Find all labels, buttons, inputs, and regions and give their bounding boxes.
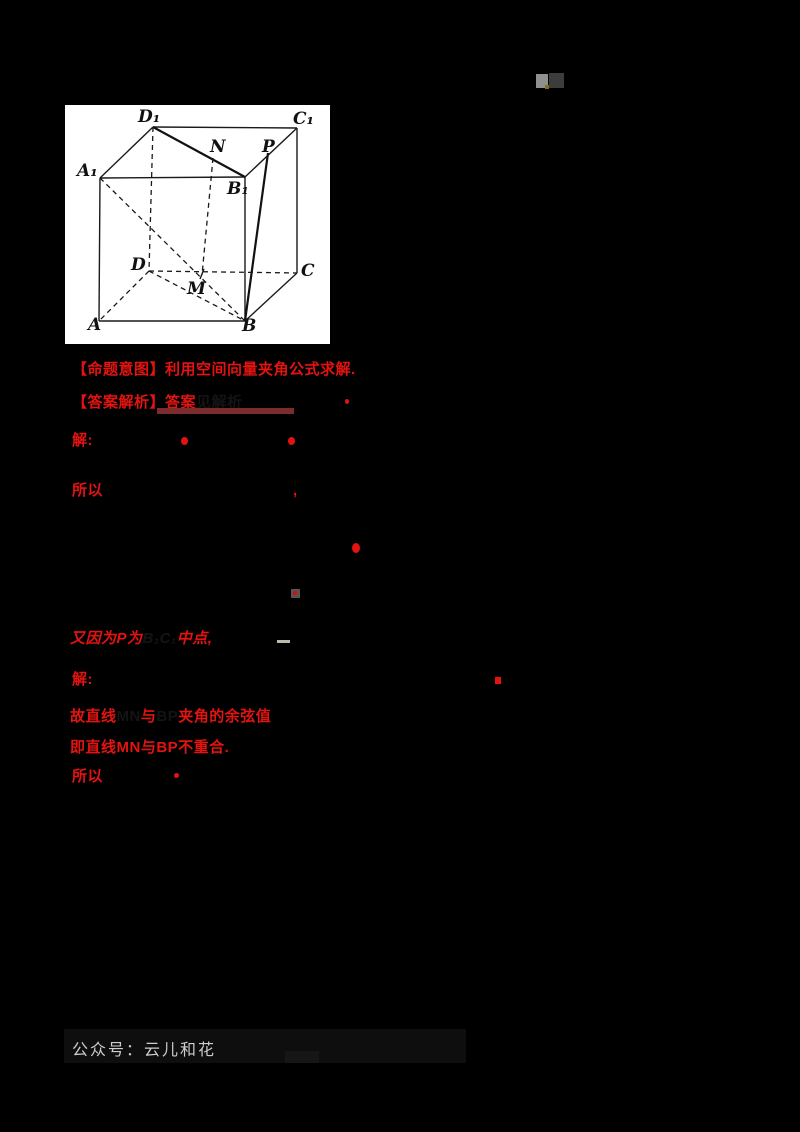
gray-red-mark (291, 589, 300, 598)
vertex-label-b: B (242, 316, 257, 336)
intent-text: 利用空间向量夹角公式求解. (165, 361, 356, 378)
footer-patch (285, 1051, 319, 1063)
midpoint-line: 又因为P为B₁C₁中点, (70, 630, 212, 648)
red-dot-mark (345, 399, 349, 404)
point-label-m: M (187, 279, 206, 299)
vertex-label-c: C (301, 261, 315, 281)
answer-line: 【答案解析】答案见解析 (72, 394, 243, 412)
solution3-prefix: 解: (72, 671, 93, 688)
cos-seg2: 与 (140, 708, 157, 725)
point-m-tick (199, 268, 205, 280)
vertex-label-d1: D₁ (138, 107, 161, 127)
point-label-n: N (210, 137, 226, 157)
solution-step-3: 解: (72, 671, 93, 689)
geometry-figure: D₁ C₁ A₁ B₁ N P D C M A B (65, 105, 330, 344)
midpoint-hidden: B₁C₁ (142, 630, 177, 647)
red-dot-mark (181, 437, 188, 445)
point-label-p: P (262, 137, 275, 157)
solution-step-1: 解: (72, 432, 93, 450)
intent-tag: 【命题意图】 (72, 361, 166, 378)
vertex-label-a1: A₁ (77, 161, 98, 181)
cos-hidden1: MN (116, 708, 141, 725)
vertex-label-d: D (131, 255, 146, 275)
solution1-prefix: 解: (72, 432, 93, 449)
red-square-mark (495, 677, 501, 684)
small-gray-square (536, 74, 548, 88)
red-dot-mark (174, 773, 179, 778)
conclusion-text: 即直线MN与BP不重合. (70, 739, 230, 756)
cube-diagram (98, 126, 298, 322)
footer-account-text: 公众号：云儿和花 (72, 1042, 217, 1059)
midpoint-tail: 中点, (176, 630, 213, 647)
vertex-label-c1: C₁ (293, 109, 314, 129)
red-oval-mark (352, 543, 360, 553)
answer-hidden-text: 见解析 (196, 394, 243, 411)
conclusion-line: 即直线MN与BP不重合. (70, 739, 229, 757)
midpoint-lead: 又因为P为 (70, 630, 143, 647)
solution-step-2: 所以 (72, 482, 103, 500)
vertex-label-b1: B₁ (227, 179, 249, 199)
red-comma-mark: , (293, 482, 298, 500)
intent-line: 【命题意图】利用空间向量夹角公式求解. (72, 361, 356, 379)
comma-glyph: , (293, 482, 298, 499)
olive-dot (545, 85, 549, 89)
solution2-prefix: 所以 (72, 482, 104, 499)
small-dark-square (549, 73, 564, 88)
cos-hidden2: BP (156, 708, 179, 725)
answer-underline (157, 408, 294, 414)
cosine-line: 故直线MN与BP夹角的余弦值 (70, 708, 271, 726)
cos-seg1: 故直线 (70, 708, 117, 725)
answer-label: 答案 (165, 394, 197, 411)
answer-tag: 【答案解析】 (72, 394, 166, 411)
red-dot-mark (288, 437, 295, 445)
solution-step-4: 所以 (72, 768, 103, 786)
footer-panel (64, 1029, 466, 1063)
vertex-label-a: A (88, 315, 102, 335)
solution4-prefix: 所以 (72, 768, 104, 785)
white-dash-mark (277, 640, 290, 643)
cos-seg3: 夹角的余弦值 (178, 708, 272, 725)
